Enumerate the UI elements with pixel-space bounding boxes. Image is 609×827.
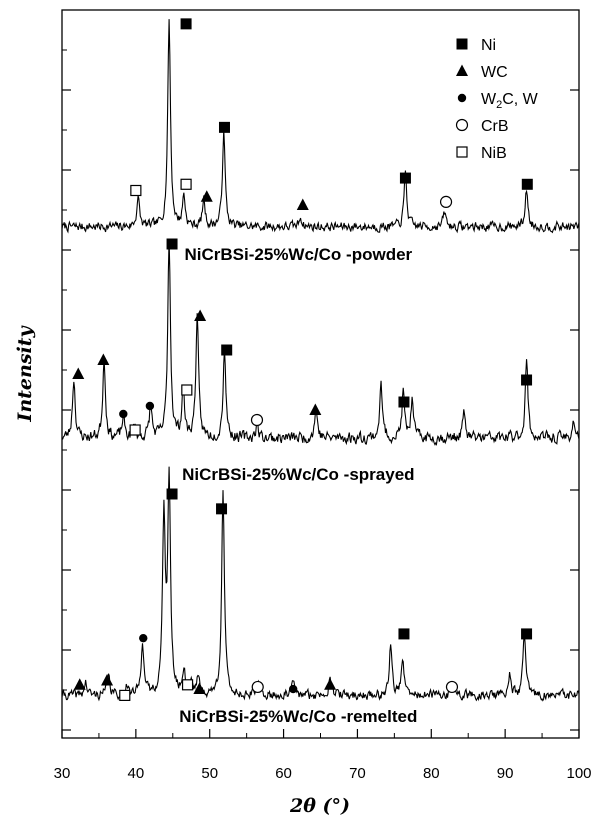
legend-filled-circle-marker — [457, 93, 467, 103]
filled-circle-marker — [119, 409, 128, 419]
x-tick-label: 90 — [497, 765, 514, 782]
legend: Ni WC W2C, W CrB NiB — [455, 37, 539, 162]
filled-triangle-marker — [193, 682, 206, 695]
series-line-1 — [61, 19, 580, 234]
filled-square-marker — [521, 374, 533, 386]
series-layer — [61, 19, 580, 702]
open-square-marker — [130, 184, 142, 197]
filled-square-marker — [166, 238, 178, 250]
x-tick-label: 40 — [128, 765, 145, 782]
open-circle-marker — [251, 680, 264, 694]
filled-triangle-marker — [97, 353, 110, 365]
x-axis-label: 2θ (°) — [289, 795, 350, 817]
series-line-3 — [61, 466, 580, 702]
filled-circle-marker — [288, 684, 298, 694]
filled-triangle-marker — [101, 674, 114, 686]
x-tick-label: 80 — [423, 765, 440, 782]
open-circle-marker — [439, 195, 453, 208]
filled-square-marker — [166, 488, 178, 500]
filled-triangle-marker — [296, 198, 309, 210]
x-tick-label: 60 — [275, 765, 292, 782]
open-square-marker — [119, 689, 131, 702]
filled-triangle-marker — [72, 367, 85, 379]
axis-ticks: 30 40 50 60 70 80 90 100 — [54, 49, 592, 782]
x-tick-label: 30 — [54, 765, 71, 782]
series-label-3: NiCrBSi-25%Wc/Co -remelted — [179, 707, 417, 726]
legend-label: Ni — [481, 37, 496, 54]
filled-square-marker — [216, 503, 228, 515]
filled-square-marker — [521, 178, 533, 190]
filled-square-marker — [521, 628, 533, 640]
filled-square-marker — [218, 121, 230, 133]
open-square-marker — [181, 384, 193, 396]
x-tick-label: 50 — [201, 765, 218, 782]
open-square-marker — [180, 178, 192, 190]
open-circle-marker — [250, 413, 264, 427]
x-tick-label: 100 — [566, 765, 591, 782]
open-square-marker — [129, 424, 141, 436]
legend-filled-square-marker — [456, 38, 468, 50]
label-layer: NiCrBSi-25%Wc/Co -powder NiCrBSi-25%Wc/Co… — [179, 245, 417, 726]
legend-open-square-marker — [456, 146, 468, 158]
open-square-marker — [181, 679, 194, 691]
filled-square-marker — [180, 18, 192, 30]
legend-label: WC — [481, 64, 508, 81]
y-axis-label: Intensity — [14, 324, 36, 422]
series-label-2: NiCrBSi-25%Wc/Co -sprayed — [182, 465, 414, 484]
filled-triangle-marker — [309, 403, 322, 415]
marker-layer — [72, 18, 533, 702]
filled-square-marker — [399, 172, 411, 184]
open-circle-marker — [445, 680, 459, 694]
filled-triangle-marker — [324, 678, 337, 690]
filled-circle-marker — [145, 401, 155, 411]
legend-label: NiB — [481, 145, 507, 162]
series-label-1: NiCrBSi-25%Wc/Co -powder — [185, 245, 413, 264]
filled-square-marker — [398, 396, 410, 408]
filled-square-marker — [221, 344, 233, 356]
legend-open-circle-marker — [455, 118, 469, 132]
filled-square-marker — [398, 628, 410, 640]
filled-triangle-marker — [200, 190, 213, 202]
series-line-2 — [61, 238, 580, 446]
filled-triangle-marker — [73, 678, 86, 690]
filled-circle-marker — [139, 633, 148, 643]
legend-filled-triangle-marker — [456, 64, 468, 76]
filled-triangle-marker — [194, 309, 207, 321]
x-tick-label: 70 — [349, 765, 366, 782]
legend-label: CrB — [481, 118, 509, 135]
legend-label: W2C, W — [481, 91, 539, 111]
